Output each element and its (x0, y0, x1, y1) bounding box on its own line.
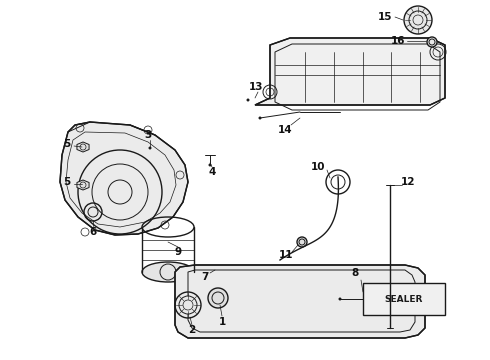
Circle shape (404, 6, 432, 34)
Text: 5: 5 (63, 177, 71, 187)
Circle shape (427, 37, 437, 47)
Polygon shape (175, 265, 425, 338)
Circle shape (179, 296, 197, 314)
Text: 15: 15 (378, 12, 392, 22)
Text: 14: 14 (278, 125, 293, 135)
Circle shape (339, 297, 342, 301)
Text: 6: 6 (89, 227, 97, 237)
Polygon shape (255, 38, 445, 105)
Polygon shape (77, 180, 89, 190)
Text: SEALER: SEALER (385, 294, 423, 303)
Text: 1: 1 (219, 317, 225, 327)
Ellipse shape (142, 262, 194, 282)
Text: 5: 5 (63, 139, 71, 149)
Circle shape (246, 99, 249, 102)
Text: 3: 3 (145, 130, 151, 140)
Text: 7: 7 (201, 272, 209, 282)
Text: 10: 10 (311, 162, 325, 172)
Polygon shape (77, 142, 89, 152)
Text: 12: 12 (401, 177, 415, 187)
Text: 8: 8 (351, 268, 359, 278)
Circle shape (208, 288, 228, 308)
Circle shape (148, 147, 151, 149)
Circle shape (259, 117, 262, 120)
Text: 9: 9 (174, 247, 182, 257)
Text: 2: 2 (188, 325, 196, 335)
Circle shape (297, 237, 307, 247)
Text: 11: 11 (279, 250, 293, 260)
Polygon shape (60, 122, 188, 235)
FancyBboxPatch shape (363, 283, 445, 315)
Circle shape (88, 207, 98, 217)
Text: 13: 13 (249, 82, 263, 92)
Circle shape (209, 163, 212, 166)
Text: 16: 16 (391, 36, 405, 46)
Text: 4: 4 (208, 167, 216, 177)
